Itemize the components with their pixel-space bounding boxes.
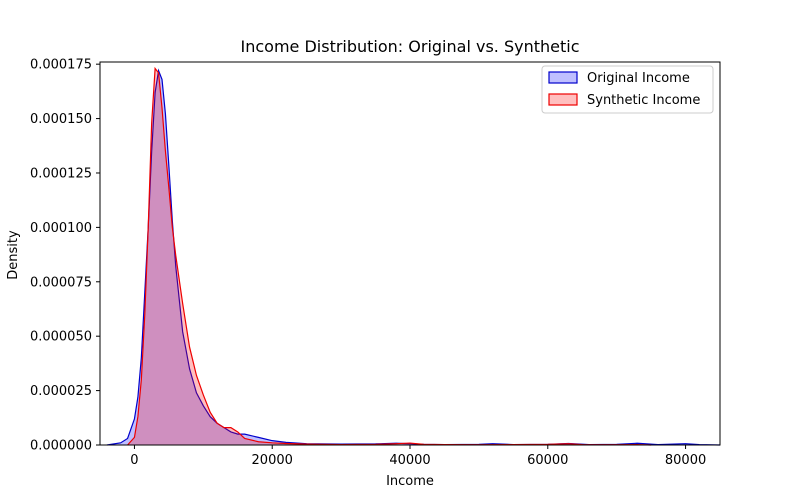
x-tick-label: 80000: [665, 453, 706, 468]
y-tick-label: 0.000050: [30, 330, 92, 345]
legend-box: [541, 65, 714, 114]
series-area-1: [127, 68, 652, 445]
legend-swatch-0: [548, 71, 578, 84]
y-tick-label: 0.000025: [30, 384, 92, 399]
legend-label-1: Synthetic Income: [587, 93, 700, 108]
series-area-0: [106, 70, 720, 445]
axes: 0 20000 40000 60000 80000 0.000000 0.000025 0.0…: [30, 58, 721, 468]
legend-swatch-1: [548, 93, 578, 106]
y-tick-label: 0.000150: [30, 112, 92, 127]
legend-label-0: Original Income: [587, 71, 690, 86]
y-tick-label: 0.000100: [30, 221, 92, 236]
y-tick-label: 0.000125: [30, 166, 92, 181]
x-tick-label: 20000: [252, 453, 293, 468]
chart-title: Income Distribution: Original vs. Synthe…: [241, 37, 580, 56]
x-tick-label: 40000: [389, 453, 430, 468]
y-tick-label: 0.000000: [30, 439, 92, 454]
x-tick-label: 60000: [527, 453, 568, 468]
x-tick-label: 0: [130, 453, 138, 468]
legend: Original Income Synthetic Income: [541, 65, 714, 114]
x-axis-label: Income: [386, 474, 434, 489]
y-axis-label: Density: [6, 230, 21, 280]
y-tick-label: 0.000175: [30, 58, 92, 73]
y-tick-label: 0.000075: [30, 275, 92, 290]
